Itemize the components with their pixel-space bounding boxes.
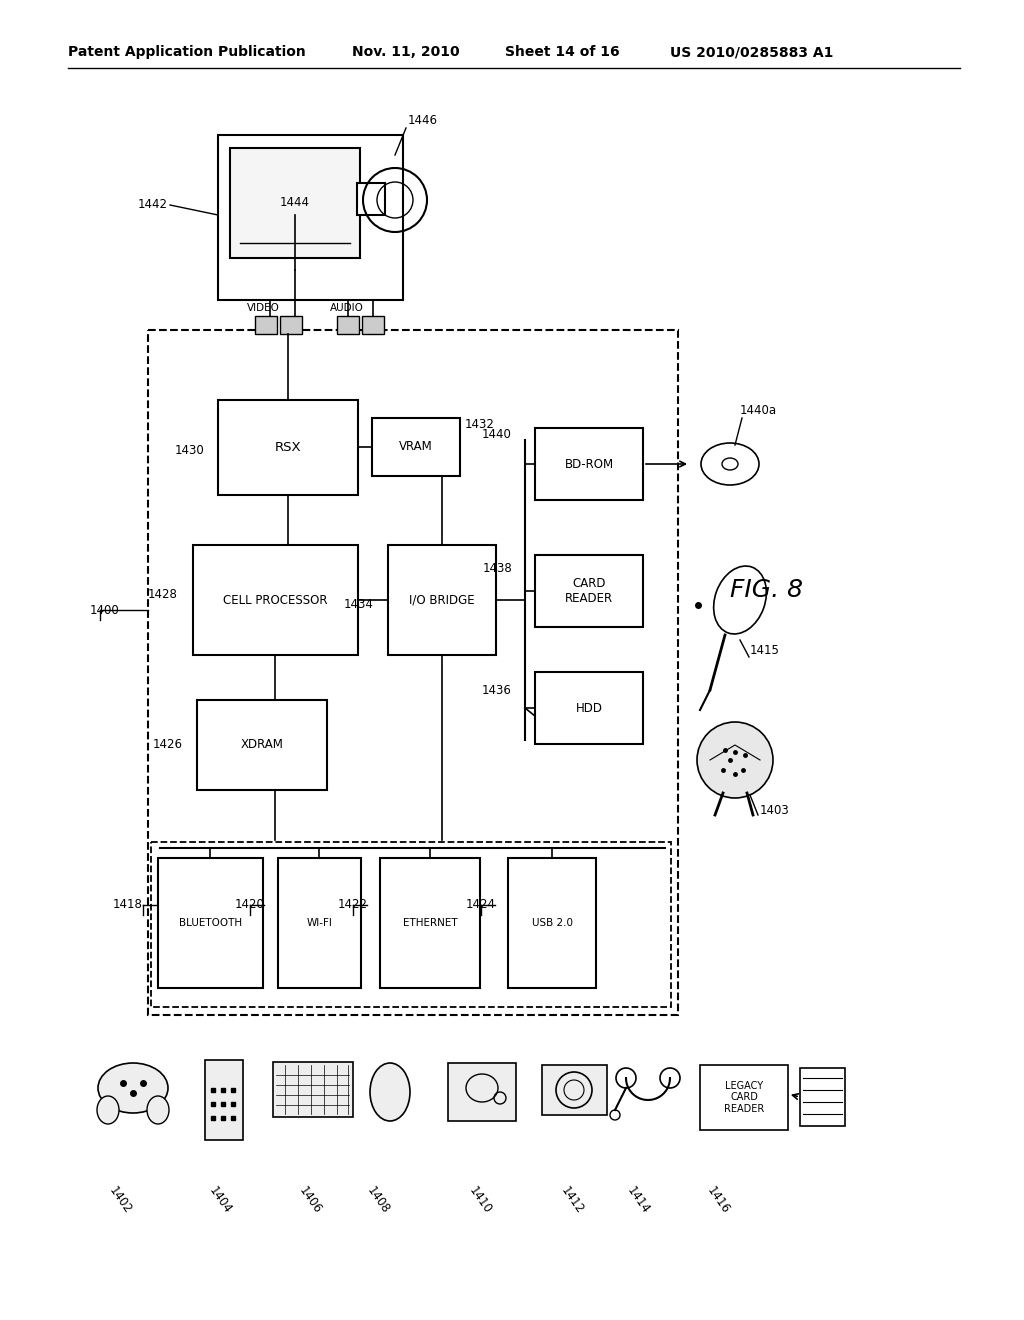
Bar <box>193 545 358 655</box>
Text: VIDEO: VIDEO <box>247 304 280 313</box>
Text: AUDIO: AUDIO <box>330 304 364 313</box>
Bar <box>362 315 384 334</box>
Text: 1406: 1406 <box>296 1184 324 1216</box>
Text: 1434: 1434 <box>344 598 374 611</box>
Text: 1426: 1426 <box>153 738 183 751</box>
Ellipse shape <box>97 1096 119 1125</box>
Text: 1432: 1432 <box>465 418 495 432</box>
Bar <box>197 700 327 789</box>
Text: 1400: 1400 <box>90 603 120 616</box>
Circle shape <box>697 722 773 799</box>
Text: USB 2.0: USB 2.0 <box>531 917 572 928</box>
Bar <box>205 1060 243 1140</box>
Text: 1444: 1444 <box>280 197 310 210</box>
Bar <box>273 1063 353 1117</box>
Bar <box>800 1068 845 1126</box>
Text: VRAM: VRAM <box>399 441 433 454</box>
Ellipse shape <box>370 1063 410 1121</box>
Bar <box>388 545 496 655</box>
Text: WI-FI: WI-FI <box>306 917 333 928</box>
Text: 1414: 1414 <box>624 1184 652 1216</box>
Text: FIG. 8: FIG. 8 <box>730 578 803 602</box>
Bar <box>380 858 480 987</box>
Text: HDD: HDD <box>575 701 602 714</box>
Text: RSX: RSX <box>274 441 301 454</box>
Text: 1440a: 1440a <box>740 404 777 417</box>
Bar <box>278 858 361 987</box>
Text: 1416: 1416 <box>705 1184 732 1216</box>
Text: 1403: 1403 <box>760 804 790 817</box>
Text: 1415: 1415 <box>750 644 780 656</box>
Bar <box>151 842 671 1007</box>
Text: Patent Application Publication: Patent Application Publication <box>68 45 306 59</box>
Ellipse shape <box>98 1063 168 1113</box>
Text: US 2010/0285883 A1: US 2010/0285883 A1 <box>670 45 834 59</box>
Bar <box>255 315 278 334</box>
Text: 1422: 1422 <box>338 899 368 912</box>
Text: 1442: 1442 <box>138 198 168 211</box>
Bar <box>535 554 643 627</box>
Text: CARD
READER: CARD READER <box>565 577 613 605</box>
Text: 1428: 1428 <box>148 589 178 602</box>
Bar <box>280 315 302 334</box>
Bar <box>218 135 403 300</box>
Bar <box>158 858 263 987</box>
Text: BLUETOOTH: BLUETOOTH <box>179 917 242 928</box>
Bar <box>148 330 678 1015</box>
Text: LEGACY
CARD
READER: LEGACY CARD READER <box>724 1081 764 1114</box>
Ellipse shape <box>147 1096 169 1125</box>
Bar <box>508 858 596 987</box>
Bar <box>535 428 643 500</box>
Text: 1410: 1410 <box>466 1184 494 1216</box>
Text: 1412: 1412 <box>558 1184 586 1216</box>
Bar <box>357 183 385 215</box>
Bar <box>218 400 358 495</box>
Bar <box>542 1065 607 1115</box>
Bar <box>230 148 360 257</box>
Text: 1436: 1436 <box>482 684 512 697</box>
Text: I/O BRIDGE: I/O BRIDGE <box>410 594 475 606</box>
Text: BD-ROM: BD-ROM <box>564 458 613 470</box>
Text: 1430: 1430 <box>174 444 204 457</box>
Text: Nov. 11, 2010: Nov. 11, 2010 <box>352 45 460 59</box>
Text: ETHERNET: ETHERNET <box>402 917 458 928</box>
Text: 1438: 1438 <box>482 561 512 574</box>
Text: 1418: 1418 <box>113 899 143 912</box>
Text: 1408: 1408 <box>365 1184 392 1216</box>
Text: 1404: 1404 <box>206 1184 233 1216</box>
Text: XDRAM: XDRAM <box>241 738 284 751</box>
Text: 1424: 1424 <box>466 899 496 912</box>
Text: CELL PROCESSOR: CELL PROCESSOR <box>223 594 328 606</box>
Text: 1420: 1420 <box>236 899 265 912</box>
Bar <box>700 1065 788 1130</box>
Text: 1446: 1446 <box>408 114 438 127</box>
Text: 1402: 1402 <box>106 1184 134 1216</box>
Text: 1440: 1440 <box>482 429 512 441</box>
Text: Sheet 14 of 16: Sheet 14 of 16 <box>505 45 620 59</box>
Bar <box>372 418 460 477</box>
Bar <box>449 1063 516 1121</box>
Bar <box>337 315 359 334</box>
Bar <box>535 672 643 744</box>
